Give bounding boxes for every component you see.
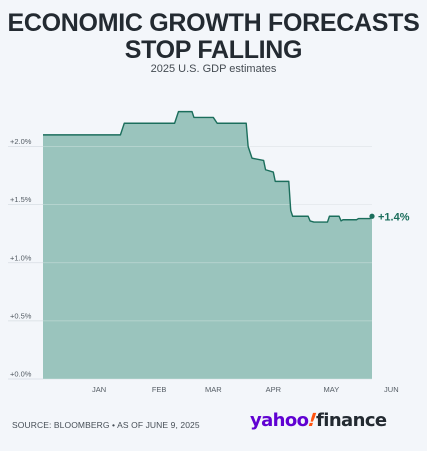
logo-finance: finance [316,410,387,431]
y-tick-label: +0.0% [10,370,32,379]
end-point-marker [369,213,375,219]
y-tick-label: +2.0% [10,137,32,146]
end-value-label: +1.4% [378,211,410,223]
x-tick-label: APR [266,385,282,394]
forecast-line [43,110,373,223]
logo-yahoo: yahoo [250,410,309,431]
chart-title: ECONOMIC GROWTH FORECASTS STOP FALLING [0,10,427,64]
title-line-1: ECONOMIC GROWTH FORECASTS [7,9,420,37]
chart-subtitle: 2025 U.S. GDP estimates [150,63,277,75]
x-axis-ticks: JAN FEB MAR APR MAY JUN [92,385,399,394]
x-tick-label: MAR [205,385,222,394]
y-tick-label: +0.5% [10,311,32,320]
x-tick-label: MAY [324,385,340,394]
yahoo-finance-logo: yahoo!finance [250,410,387,431]
source-note: SOURCE: BLOOMBERG • AS OF JUNE 9, 2025 [12,420,200,430]
x-tick-label: JUN [384,385,399,394]
y-tick-label: +1.0% [10,253,32,262]
grid-lines-overlay [43,146,372,380]
y-tick-label: +1.5% [10,195,32,204]
x-tick-label: JAN [92,385,106,394]
title-line-2: STOP FALLING [124,36,303,64]
y-axis-ticks: +0.0% +0.5% +1.0% +1.5% +2.0% [10,137,32,379]
x-tick-label: FEB [152,385,167,394]
forecast-area [43,111,372,379]
